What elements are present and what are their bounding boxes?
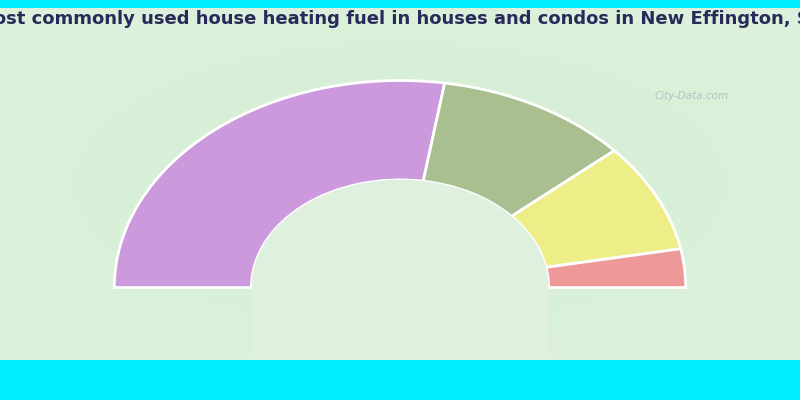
Wedge shape [546,249,686,288]
Text: City-Data.com: City-Data.com [655,91,729,101]
Wedge shape [511,150,681,267]
Bar [251,288,549,360]
Wedge shape [114,80,445,288]
Wedge shape [423,83,614,216]
Text: Most commonly used house heating fuel in houses and condos in New Effington, SD: Most commonly used house heating fuel in… [0,10,800,28]
Polygon shape [251,180,549,288]
